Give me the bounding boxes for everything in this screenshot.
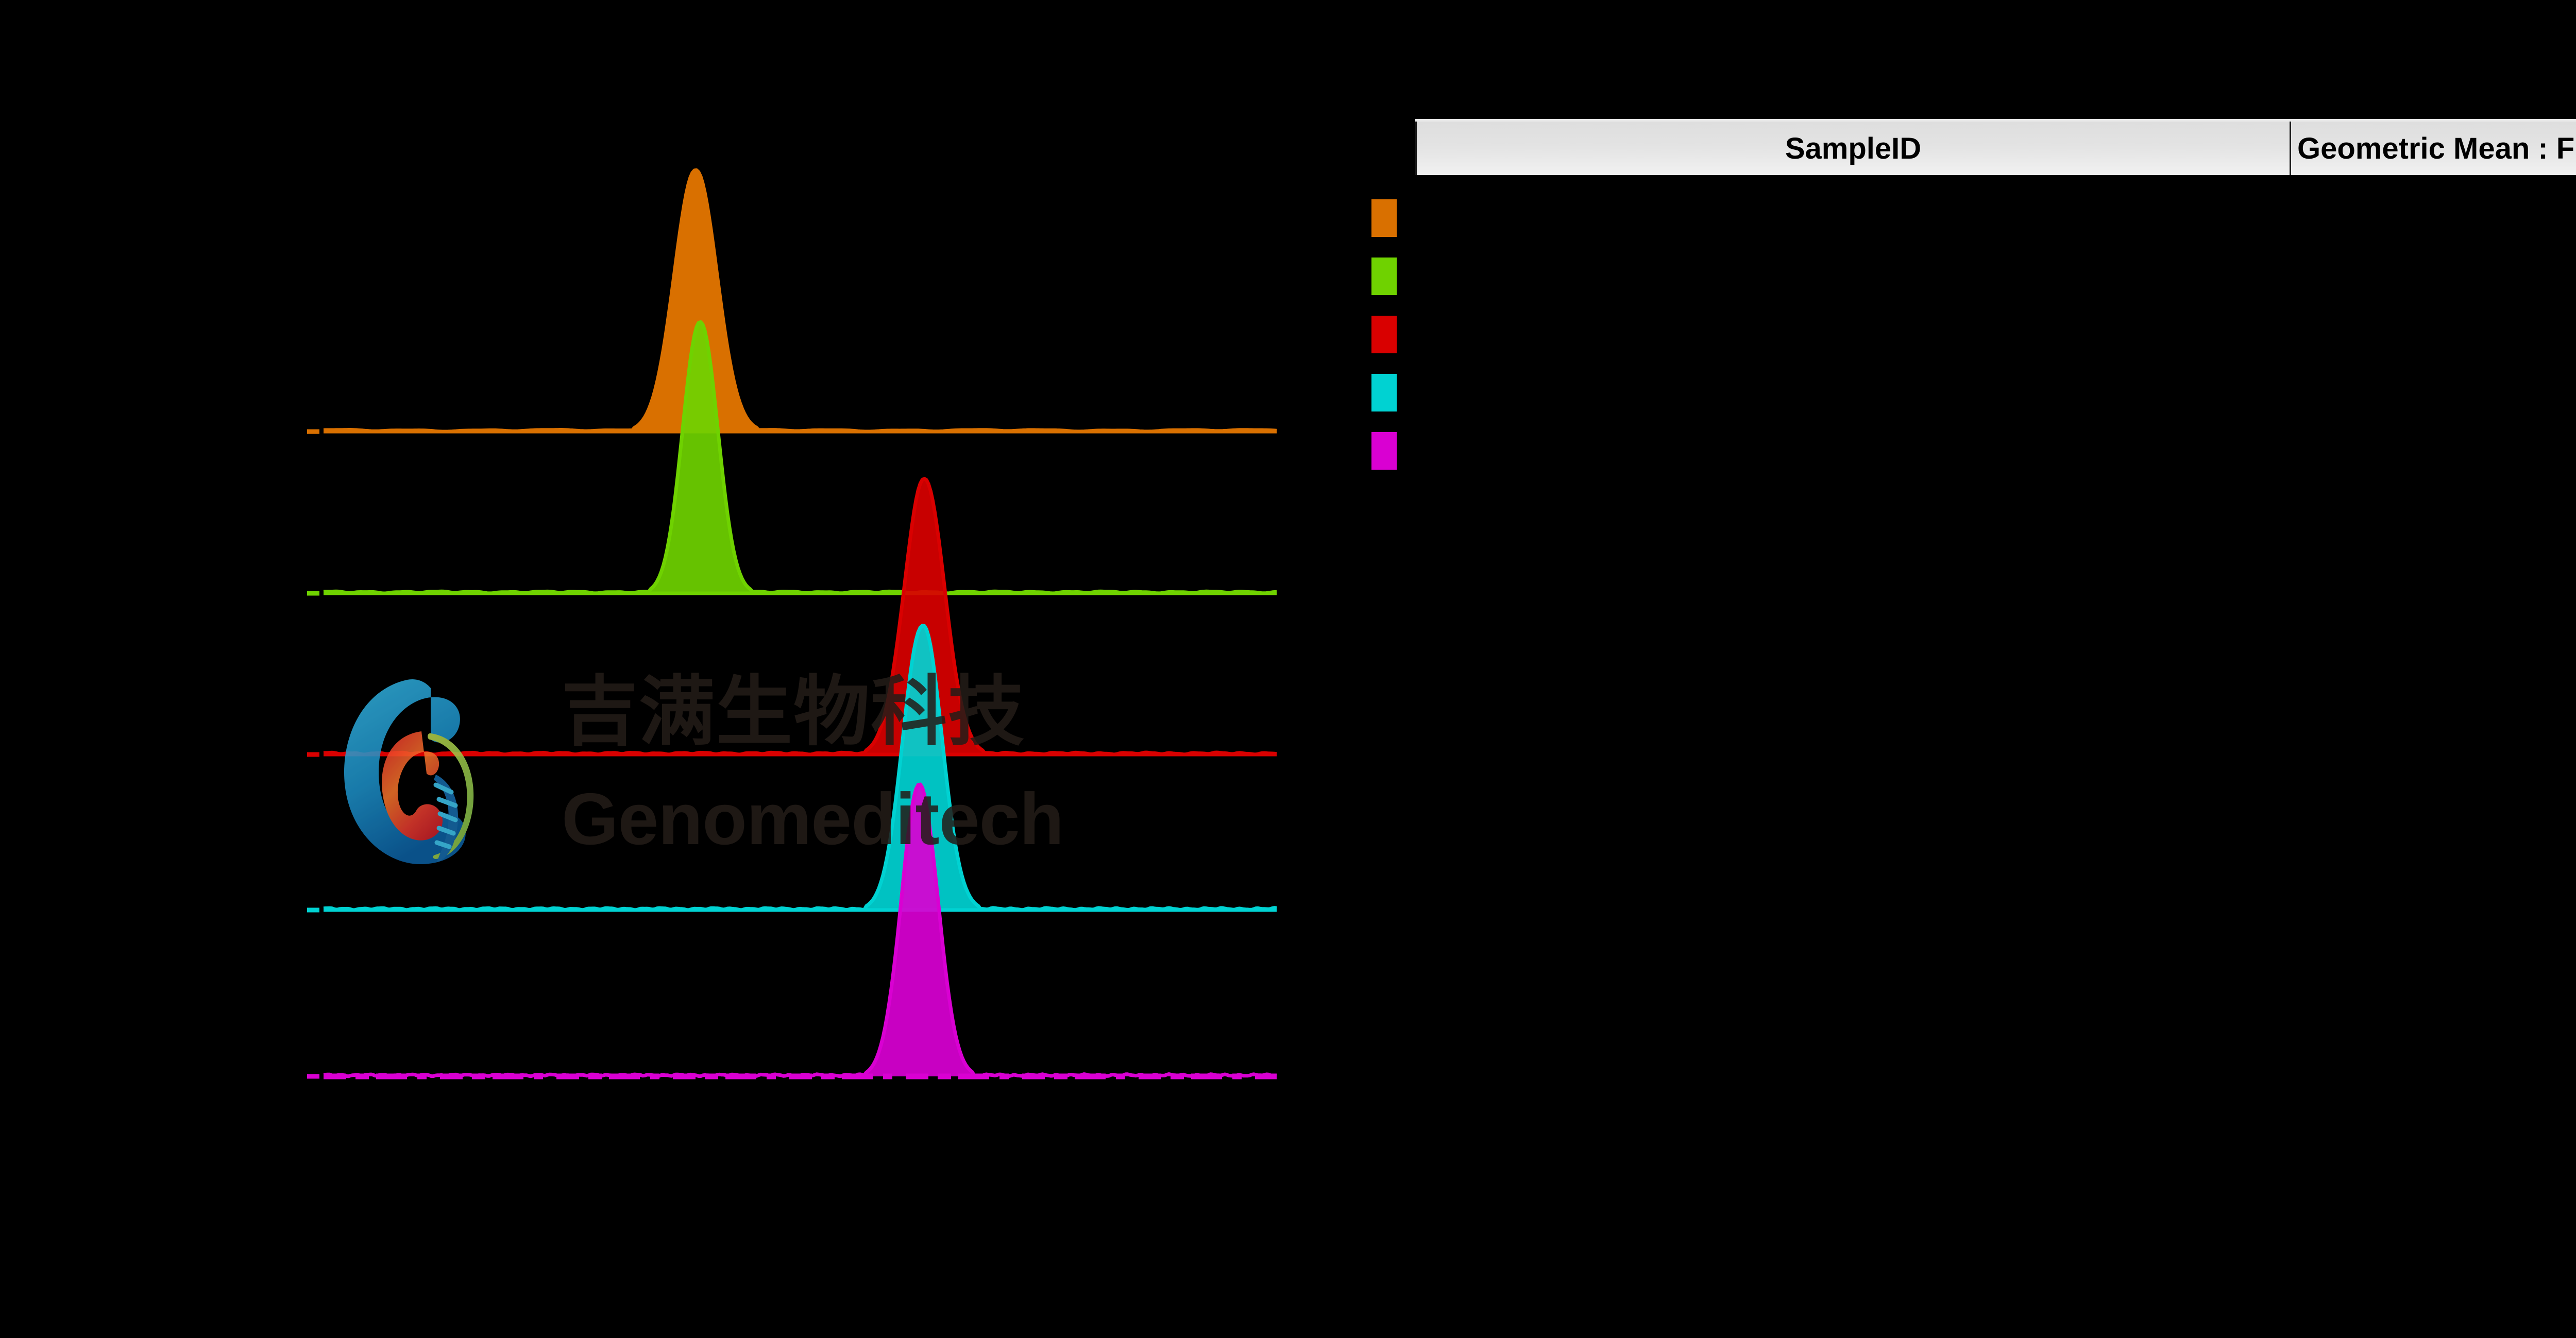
table-body: [1415, 175, 2576, 484]
histogram-trace-series-2: [324, 322, 1277, 593]
table-header-row: SampleID Geometric Mean : FL11-H: [1415, 122, 2576, 175]
histogram-outline-series-1: [323, 168, 1277, 434]
histogram-plot: [307, 168, 1277, 1079]
histogram-trace-series-5: [324, 784, 1277, 1076]
histogram-panel: [307, 168, 1277, 1079]
column-header-geometric-mean[interactable]: Geometric Mean : FL11-H: [2297, 131, 2576, 165]
series-swatch-magenta[interactable]: [1371, 432, 1397, 470]
series-swatch-cyan[interactable]: [1371, 374, 1397, 411]
histogram-trace-series-3: [324, 478, 1277, 754]
legend: [1371, 199, 1402, 490]
histogram-outline-series-4: [323, 624, 1277, 912]
series-swatch-red[interactable]: [1371, 316, 1397, 353]
statistics-table: SampleID Geometric Mean : FL11-H: [1415, 117, 2576, 484]
table-top-border: [1415, 117, 2576, 122]
series-swatch-green[interactable]: [1371, 258, 1397, 295]
histogram-outline-series-3: [323, 477, 1277, 757]
histogram-trace-series-4: [324, 625, 1277, 910]
column-header-sampleid[interactable]: SampleID: [1417, 122, 2291, 175]
histogram-trace-series-1: [324, 170, 1277, 432]
histogram-outline-series-2: [323, 320, 1277, 595]
series-swatch-orange[interactable]: [1371, 199, 1397, 237]
histogram-outline-series-5: [323, 782, 1277, 1078]
